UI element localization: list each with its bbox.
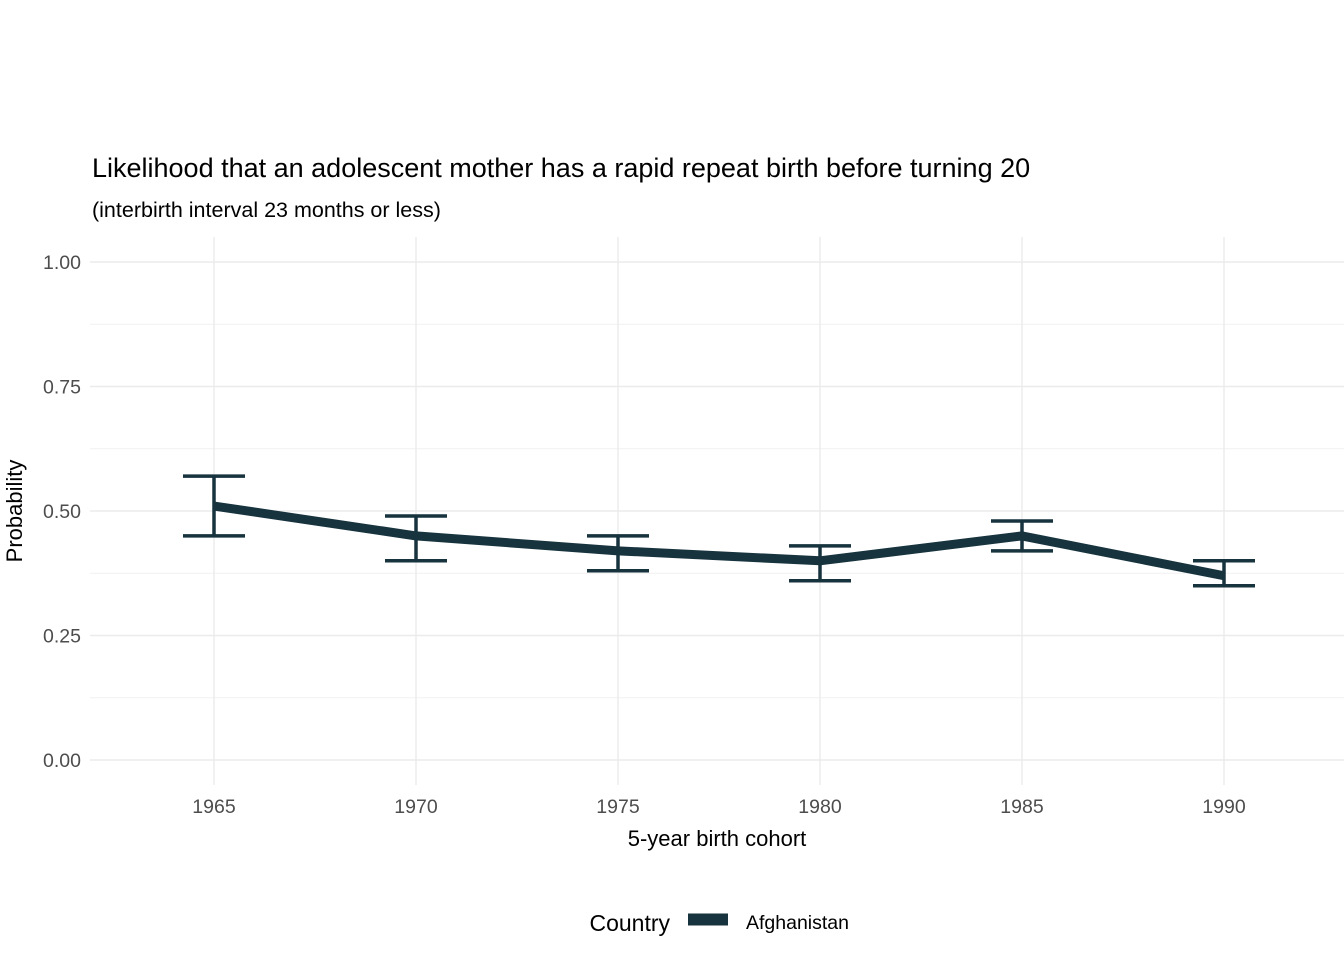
x-tick-label: 1990	[1202, 796, 1246, 818]
gridlines	[90, 237, 1344, 785]
x-axis-title: 5-year birth cohort	[628, 826, 807, 851]
y-tick-label: 0.75	[43, 377, 81, 399]
y-tick-label: 0.00	[43, 750, 81, 772]
chart-title: Likelihood that an adolescent mother has…	[92, 153, 1030, 183]
legend-title: Country	[589, 910, 670, 936]
x-tick-label: 1980	[798, 796, 842, 818]
series-line	[213, 501, 1225, 581]
y-tick-label: 0.50	[43, 501, 81, 523]
series-layer	[183, 474, 1255, 588]
tick-labels: 0.00 0.25 0.50 0.75 1.00 1965 1970 1975 1980 1985…	[43, 252, 1246, 818]
chart-subtitle: (interbirth interval 23 months or less)	[92, 198, 441, 222]
y-tick-label: 0.25	[43, 626, 81, 648]
y-axis-title: Probability	[2, 460, 27, 563]
legend: Country Afghanistan	[589, 910, 849, 936]
x-tick-label: 1985	[1000, 796, 1044, 818]
x-tick-label: 1965	[192, 796, 236, 818]
x-tick-label: 1975	[596, 796, 640, 818]
y-tick-label: 1.00	[43, 252, 81, 274]
legend-item-label: Afghanistan	[746, 912, 849, 934]
x-tick-label: 1970	[394, 796, 438, 818]
legend-key-swatch	[688, 913, 728, 926]
